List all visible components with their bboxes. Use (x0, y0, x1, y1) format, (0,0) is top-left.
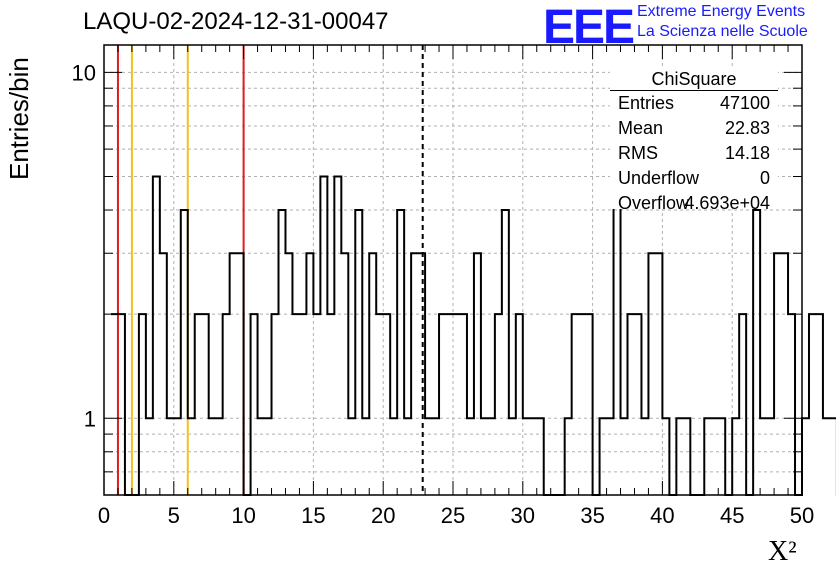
x-tick-label: 20 (371, 503, 395, 528)
stats-row-rms: RMS 14.18 (610, 141, 778, 166)
stats-key: Entries (618, 93, 675, 113)
stats-key: Mean (618, 118, 664, 138)
eee-logo: EEE (543, 1, 635, 54)
x-tick-label: 15 (301, 503, 325, 528)
stats-value: 22.83 (724, 118, 770, 138)
x-tick-label: 5 (168, 503, 180, 528)
stats-key: Underflow (618, 168, 700, 188)
stats-box: ChiSquare Entries 47100 Mean 22.83 RMS 1… (610, 68, 778, 213)
stats-value: 0 (759, 168, 770, 188)
x-axis-label: X² (768, 536, 797, 567)
x-tick-label: 30 (511, 503, 535, 528)
x-tick-label: 10 (231, 503, 255, 528)
stats-row-mean: Mean 22.83 (610, 116, 778, 141)
stats-value: 4.693e+04 (684, 193, 770, 213)
chart-title: LAQU-02-2024-12-31-00047 (83, 8, 389, 35)
x-tick-label: 40 (650, 503, 674, 528)
stats-value: 14.18 (724, 143, 770, 163)
x-tick-label: 45 (720, 503, 744, 528)
x-tick-label: 50 (790, 503, 814, 528)
eee-tagline-2: La Scienza nelle Scuole (637, 23, 808, 40)
stats-key: Overflow (618, 193, 690, 213)
stats-row-overflow: Overflow 4.693e+04 (610, 191, 778, 216)
y-tick-label: 10 (72, 60, 96, 85)
stats-key: RMS (618, 143, 658, 163)
x-tick-label: 35 (580, 503, 604, 528)
stats-row-entries: Entries 47100 (610, 91, 778, 116)
x-tick-label: 25 (441, 503, 465, 528)
y-tick-label: 1 (84, 406, 96, 431)
y-axis-label: Entries/bin (4, 57, 34, 180)
stats-title: ChiSquare (610, 68, 778, 91)
stats-row-underflow: Underflow 0 (610, 166, 778, 191)
eee-tagline-1: Extreme Energy Events (637, 3, 806, 20)
x-tick-label: 0 (98, 503, 110, 528)
stats-value: 47100 (719, 93, 770, 113)
